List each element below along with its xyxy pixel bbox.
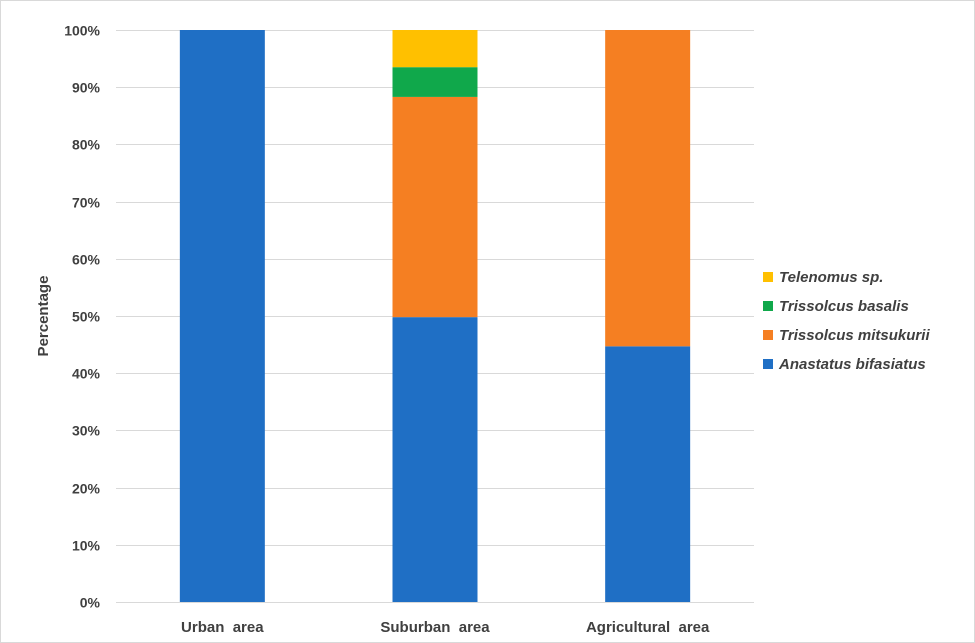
y-tick-label: 60% [72,252,101,268]
y-tick-label: 80% [72,137,101,153]
legend-swatch [763,301,773,311]
legend-swatch [763,272,773,282]
legend-swatch [763,359,773,369]
legend-item: Trissolcus basalis [763,298,909,315]
x-category-label: Suburban area [380,619,490,636]
bar-segment [392,30,478,68]
bar-segment [605,30,691,347]
bar-segment [392,96,478,318]
legend: Telenomus sp. Trissolcus basalis Trissolcu… [763,269,930,373]
y-tick-label: 50% [72,309,101,325]
y-tick-label: 90% [72,80,101,96]
legend-label: Anastatus bifasiatus [778,356,926,373]
bar-segment [179,30,265,602]
y-tick-label: 100% [64,23,100,39]
y-tick-label: 20% [72,481,101,497]
legend-item: Telenomus sp. [763,269,883,286]
y-tick-label: 40% [72,366,101,382]
bar-segment [392,317,478,602]
bars-layer [179,30,691,602]
legend-label: Trissolcus mitsukurii [779,327,930,344]
legend-item: Anastatus bifasiatus [763,356,926,373]
y-tick-label: 0% [80,595,101,611]
y-tick-labels: 0% 10% 20% 30% 40% 50% 60% 70% 80% 90% 100% [64,23,100,611]
y-axis-title: Percentage [35,276,52,357]
legend-label: Trissolcus basalis [779,298,909,315]
bar-segment [392,67,478,97]
y-tick-label: 70% [72,195,101,211]
x-category-label: Urban area [181,619,264,636]
legend-label: Telenomus sp. [779,269,883,286]
bar-segment [605,346,691,602]
legend-item: Trissolcus mitsukurii [763,327,930,344]
x-category-labels: Urban area Suburban area Agricultural area [181,619,710,636]
y-tick-label: 10% [72,538,101,554]
x-category-label: Agricultural area [586,619,710,636]
y-tick-label: 30% [72,423,101,439]
legend-swatch [763,330,773,340]
